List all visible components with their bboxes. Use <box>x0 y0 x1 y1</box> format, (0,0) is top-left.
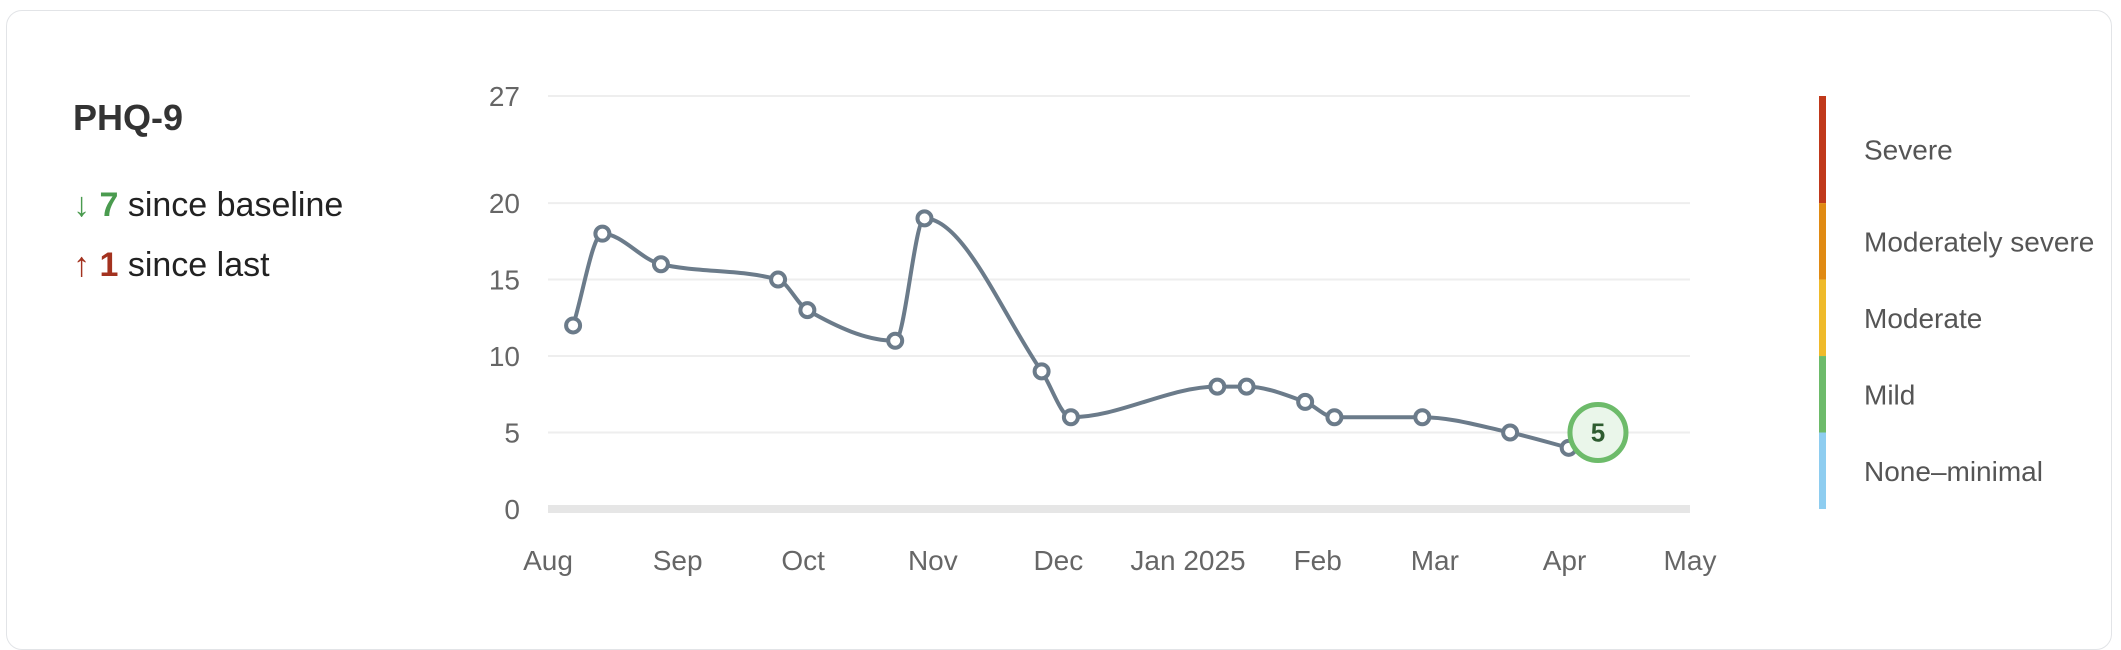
data-point <box>1413 408 1432 427</box>
severity-band-bar <box>1819 279 1826 357</box>
severity-band-bar <box>1819 96 1826 204</box>
since-last-stat: ↑ 1 since last <box>73 246 270 285</box>
x-tick-label: Dec <box>1033 545 1083 576</box>
data-point <box>1501 423 1520 442</box>
y-tick-label: 0 <box>504 494 520 525</box>
since-last-value: 1 <box>99 246 119 284</box>
x-tick-label: May <box>1664 545 1717 576</box>
x-axis-ticks: Aug Sep Oct Nov Dec Jan 2025 Feb Mar Apr May <box>523 545 1716 576</box>
severity-band-bar <box>1819 356 1826 433</box>
y-tick-label: 10 <box>489 341 520 372</box>
data-point <box>769 270 788 289</box>
y-tick-label: 20 <box>489 188 520 219</box>
x-tick-label: Nov <box>908 545 958 576</box>
since-last-text: since last <box>127 246 270 284</box>
card-title: PHQ-9 <box>73 97 184 138</box>
y-tick-label: 15 <box>489 265 520 296</box>
phq9-card: PHQ-9 ↓ 7 since baseline ↑ 1 since last <box>6 10 2112 650</box>
severity-band-label: Moderately severe <box>1864 226 2094 257</box>
x-tick-label: Jan 2025 <box>1130 545 1245 576</box>
x-tick-label: Feb <box>1294 545 1342 576</box>
grid-lines <box>548 95 1690 513</box>
y-tick-label: 27 <box>489 81 520 112</box>
data-point <box>1325 408 1344 427</box>
data-point <box>915 209 934 228</box>
severity-band-label: None–minimal <box>1864 456 2043 487</box>
y-tick-label: 5 <box>504 418 520 449</box>
data-point <box>1237 377 1256 396</box>
data-point <box>1296 392 1315 411</box>
phq9-line-chart: 0 5 10 15 20 27 Aug Sep Oct Nov Dec Jan 2025 Feb Mar… <box>489 81 2095 576</box>
data-point <box>1061 408 1080 427</box>
since-baseline-stat: ↓ 7 since baseline <box>73 186 343 225</box>
data-point <box>1208 377 1227 396</box>
x-tick-label: Mar <box>1411 545 1459 576</box>
data-point <box>886 331 905 350</box>
x-tick-label: Aug <box>523 545 573 576</box>
data-points <box>564 209 1578 457</box>
severity-band-bar <box>1819 203 1826 280</box>
severity-legend: Severe Moderately severe Moderate Mild None–… <box>1819 96 2094 509</box>
severity-band-label: Severe <box>1864 135 1953 166</box>
severity-band-bar <box>1819 432 1826 509</box>
latest-score-circle <box>1567 402 1629 464</box>
since-baseline-text: since baseline <box>127 186 344 224</box>
x-tick-label: Sep <box>653 545 703 576</box>
data-point <box>1032 362 1051 381</box>
severity-band-label: Moderate <box>1864 303 1982 334</box>
data-point <box>564 316 583 335</box>
severity-band-label: Mild <box>1864 379 1915 410</box>
down-arrow-icon: ↓ <box>73 186 90 224</box>
data-point <box>593 224 612 243</box>
up-arrow-icon: ↑ <box>73 246 90 284</box>
y-axis-ticks: 0 5 10 15 20 27 <box>489 81 520 525</box>
data-point <box>651 255 670 274</box>
data-point <box>798 301 817 320</box>
since-baseline-value: 7 <box>99 186 119 224</box>
x-tick-label: Apr <box>1543 545 1587 576</box>
x-tick-label: Oct <box>781 545 825 576</box>
latest-score-label: 5 <box>1591 418 1605 448</box>
latest-score-marker: 5 <box>1567 402 1629 464</box>
